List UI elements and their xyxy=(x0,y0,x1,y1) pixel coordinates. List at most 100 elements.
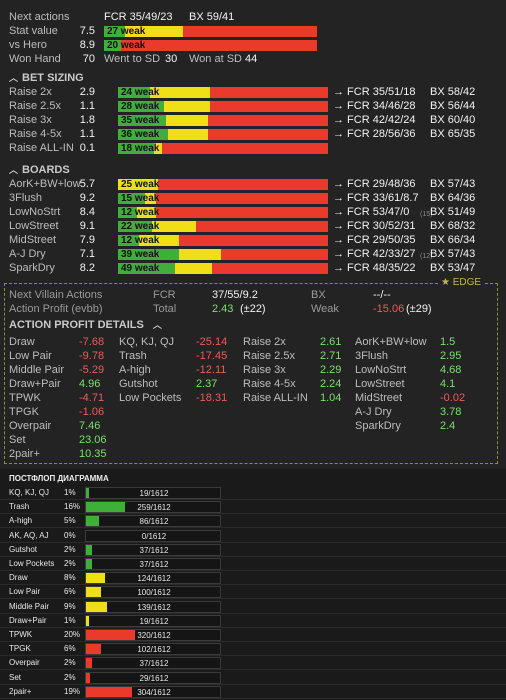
board-bar-label: 25 weak xyxy=(121,179,160,190)
profit-value: -5.29 xyxy=(79,364,105,376)
postflop-bar-fill xyxy=(86,630,135,640)
chevron-up-icon: ︿ xyxy=(9,165,19,175)
bar-segment-g xyxy=(118,263,175,274)
bet-sizing-header[interactable]: ︿ BET SIZING xyxy=(9,72,84,85)
profit-label: Trash xyxy=(119,350,147,362)
bar-segment-y xyxy=(153,143,163,154)
bet-sizing-bar: 24 weak xyxy=(118,87,328,98)
postflop-bar-fill xyxy=(86,573,105,584)
boards-header[interactable]: ︿ BOARDS xyxy=(9,164,70,177)
postflop-label: Overpair xyxy=(9,658,40,668)
profit-value: -0.02 xyxy=(440,392,466,404)
postflop-row-gutshot: Gutshot 2% 37/1612 xyxy=(0,543,506,557)
postflop-count: 37/1612 xyxy=(139,659,169,669)
profit-label: Raise ALL-IN xyxy=(243,392,308,404)
postflop-bar-fill xyxy=(86,544,92,555)
next-villain-fcr: 37/55/9.2 xyxy=(212,289,258,301)
board-fcr: → FCR 42/33/27 xyxy=(333,248,416,260)
postflop-label: AK, AQ, AJ xyxy=(9,530,49,540)
postflop-count: 259/1612 xyxy=(137,503,171,513)
profit-label: A-J Dry xyxy=(355,406,392,418)
postflop-bar-fill xyxy=(86,658,92,669)
next-villain-label: Next Villain Actions xyxy=(9,289,103,301)
postflop-percent: 8% xyxy=(64,573,76,583)
postflop-bar: 86/1612 xyxy=(85,515,221,528)
board-bar: 39 weak xyxy=(118,249,328,260)
stat-value-number: 7.5 xyxy=(79,25,95,37)
postflop-percent: 6% xyxy=(64,587,76,597)
profit-value: -1.06 xyxy=(79,406,105,418)
postflop-count: 320/1612 xyxy=(137,631,171,640)
total-value: 2.43 xyxy=(212,303,234,315)
row-divider xyxy=(0,641,506,642)
next-actions-label: Next actions xyxy=(9,11,70,23)
row-divider xyxy=(0,683,506,685)
chevron-up-icon: ︿ xyxy=(9,73,19,83)
bar-segment-y xyxy=(174,263,213,274)
board-bx: BX 68/32 xyxy=(430,220,476,232)
board-fcr: → FCR 48/35/22 xyxy=(333,262,416,274)
board-value: 8.2 xyxy=(79,262,95,274)
bar-segment-g xyxy=(104,26,126,37)
won-hand-label: Won Hand xyxy=(9,53,61,65)
postflop-bar: 304/1612 xyxy=(85,685,221,698)
bar-segment-g xyxy=(104,40,122,51)
row-divider xyxy=(0,570,506,571)
next-actions-row: Next actions FCR 35/49/23 BX 59/41 xyxy=(0,11,506,24)
bar-segment-y xyxy=(139,235,179,246)
bar-segment-g xyxy=(118,235,139,246)
next-villain-fcr-label: FCR xyxy=(153,289,176,301)
next-villain-bx: --/-- xyxy=(373,289,391,301)
bar-segment-g xyxy=(118,207,137,218)
row-divider xyxy=(0,598,506,600)
bar-segment-r xyxy=(155,193,328,204)
went-to-sd-value: 30 xyxy=(165,53,178,65)
profit-value: 10.35 xyxy=(79,448,107,460)
bet-sizing-value: 1.1 xyxy=(79,128,95,140)
row-divider xyxy=(0,655,506,657)
bar-segment-r xyxy=(210,87,328,98)
board-row-lowstreet: LowStreet 9.1 22 weak → FCR 30/52/31 BX 68/3… xyxy=(0,220,506,233)
postflop-bar: 37/1612 xyxy=(85,657,221,670)
postflop-row-kq-kj-qj: KQ, KJ, QJ 1% 19/1612 xyxy=(0,486,506,500)
action-profit-details-header[interactable]: ACTION PROFIT DETAILS ︿ xyxy=(9,319,166,332)
bar-segment-y xyxy=(166,115,209,126)
profit-value: -12.11 xyxy=(196,364,227,376)
postflop-count: 19/1612 xyxy=(139,489,169,498)
board-label: SparkDry xyxy=(9,262,55,274)
postflop-bar-fill xyxy=(86,615,89,626)
profit-label: SparkDry xyxy=(355,420,401,432)
went-to-sd-label: Went to SD xyxy=(104,53,161,65)
postflop-percent: 16% xyxy=(64,502,81,512)
bar-segment-g xyxy=(118,143,154,154)
postflop-bar-fill xyxy=(86,601,108,612)
won-at-sd-value: 44 xyxy=(245,53,258,65)
profit-value: 1.04 xyxy=(320,392,342,404)
bar-segment-g xyxy=(118,129,169,140)
postflop-label: A-high xyxy=(9,516,33,526)
board-sample-note: (15) xyxy=(420,211,433,218)
bet-sizing-value: 2.9 xyxy=(79,86,95,98)
profit-label: Raise 2.5x xyxy=(243,350,295,362)
postflop-count: 29/1612 xyxy=(139,673,169,683)
profit-value: 2.29 xyxy=(320,364,342,376)
postflop-percent: 6% xyxy=(64,644,76,654)
bar-segment-r xyxy=(210,101,328,112)
profit-label: Middle Pair xyxy=(9,364,65,376)
board-label: 3Flush xyxy=(9,192,43,204)
postflop-label: Draw+Pair xyxy=(9,615,47,625)
postflop-percent: 2% xyxy=(64,672,76,682)
postflop-bar: 320/1612 xyxy=(85,629,221,641)
profit-value: 1.5 xyxy=(440,336,456,348)
profit-label: Raise 2x xyxy=(243,336,286,348)
profit-value: -4.71 xyxy=(79,392,105,404)
bet-sizing-row-raise-2x: Raise 2x 2.9 24 weak → FCR 35/51/18 BX 58/42 xyxy=(0,86,506,99)
profit-value: -17.45 xyxy=(196,350,228,362)
postflop-row-a-high: A-high 5% 86/1612 xyxy=(0,514,506,529)
postflop-bar-fill xyxy=(86,488,89,498)
vs-hero-bar-label: 20 weak xyxy=(107,40,146,51)
postflop-row-ak-aq-aj: AK, AQ, AJ 0% 0/1612 xyxy=(0,529,506,543)
board-bx: BX 57/43 xyxy=(430,178,476,190)
board-fcr: → FCR 33/61/8.7 xyxy=(333,192,419,204)
postflop-label: 2pair+ xyxy=(9,686,32,696)
